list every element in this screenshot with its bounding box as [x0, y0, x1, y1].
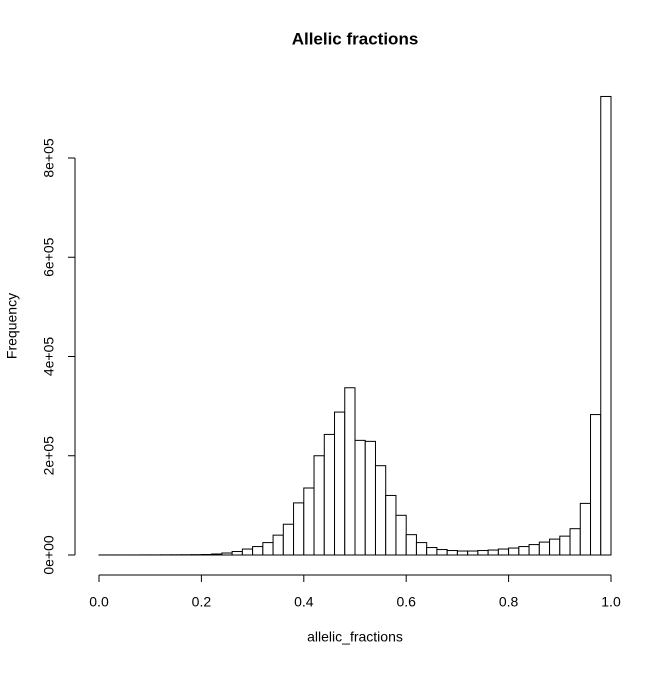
y-tick-label: 0e+00 — [41, 535, 57, 575]
bar — [478, 551, 488, 555]
bar — [509, 548, 519, 555]
bar — [396, 515, 406, 555]
bar — [386, 495, 396, 555]
bar — [550, 539, 560, 555]
bar — [242, 549, 252, 555]
bar — [212, 554, 222, 555]
bar — [283, 524, 293, 555]
y-tick-label: 2e+05 — [41, 436, 57, 476]
bar — [273, 535, 283, 555]
bar — [457, 551, 467, 555]
bar — [468, 551, 478, 555]
x-axis-label: allelic_fractions — [307, 629, 403, 645]
bar — [294, 503, 304, 555]
bar — [263, 543, 273, 555]
bar — [539, 542, 549, 555]
bar — [253, 547, 263, 555]
bar — [529, 545, 539, 555]
bar — [601, 96, 611, 555]
bar — [519, 547, 529, 555]
bar — [304, 488, 314, 555]
bar — [232, 552, 242, 555]
bar — [447, 551, 457, 555]
x-tick-label: 0.6 — [396, 594, 416, 610]
y-tick-label: 6e+05 — [41, 237, 57, 277]
bar — [355, 440, 365, 555]
y-tick-label: 8e+05 — [41, 138, 57, 178]
bar — [591, 415, 601, 555]
bar — [427, 548, 437, 555]
bar — [324, 434, 334, 555]
bar — [365, 441, 375, 555]
x-tick-label: 0.0 — [89, 594, 109, 610]
bar — [488, 550, 498, 555]
bar — [560, 536, 570, 555]
bar — [345, 388, 355, 555]
x-tick-label: 0.8 — [499, 594, 519, 610]
bar — [222, 553, 232, 555]
bar — [580, 503, 590, 555]
y-axis-label: Frequency — [4, 293, 20, 359]
y-tick-label: 4e+05 — [41, 337, 57, 377]
bar — [437, 550, 447, 555]
bar — [406, 535, 416, 555]
bar — [570, 529, 580, 555]
bar — [498, 549, 508, 555]
bar — [375, 466, 385, 555]
x-tick-label: 0.2 — [192, 594, 212, 610]
chart-title: Allelic fractions — [292, 29, 419, 48]
x-tick-label: 1.0 — [601, 594, 621, 610]
bar — [314, 456, 324, 555]
bar — [335, 412, 345, 555]
x-tick-label: 0.4 — [294, 594, 314, 610]
bar — [416, 543, 426, 555]
